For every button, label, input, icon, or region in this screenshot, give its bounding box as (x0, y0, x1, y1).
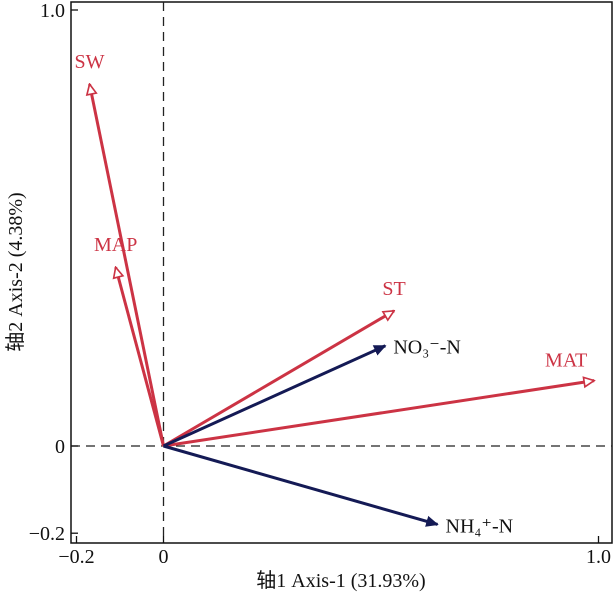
vector-arrow-map (116, 267, 165, 447)
y-tick-label: 1.0 (40, 0, 65, 22)
y-axis-title: 轴2 Axis-2 (4.38%) (4, 192, 27, 351)
vector-arrow-sw (90, 84, 165, 447)
plot-frame (70, 1, 613, 544)
vector-layer: SW MAP ST MAT NO₃⁻-N NH₄⁺-N (75, 51, 595, 537)
vector-arrow-st (162, 309, 395, 448)
vector-label-no-n: NO₃⁻-N (393, 337, 461, 359)
vector-arrow-mat (163, 381, 595, 448)
vector-arrow-no-n (162, 344, 387, 448)
y-tick-label: 0 (55, 436, 65, 458)
x-axis-title: 轴1 Axis-1 (31.93%) (256, 569, 425, 592)
y-axis-ticks: −0.2 0 1.0 (29, 0, 78, 545)
x-tick-label: 1.0 (586, 546, 611, 568)
vector-label-sw: SW (75, 51, 105, 73)
vector-label-map: MAP (94, 234, 137, 256)
vector-label-nh-n: NH₄⁺-N (446, 515, 514, 537)
vector-arrow-nh-n (163, 444, 439, 527)
y-tick-label: −0.2 (29, 523, 65, 545)
x-tick-label: −0.2 (58, 546, 94, 568)
vector-label-mat: MAT (545, 350, 587, 372)
x-tick-label: 0 (159, 546, 169, 568)
vector-label-st: ST (382, 278, 405, 300)
x-axis-ticks: −0.2 0 1.0 (58, 536, 611, 568)
